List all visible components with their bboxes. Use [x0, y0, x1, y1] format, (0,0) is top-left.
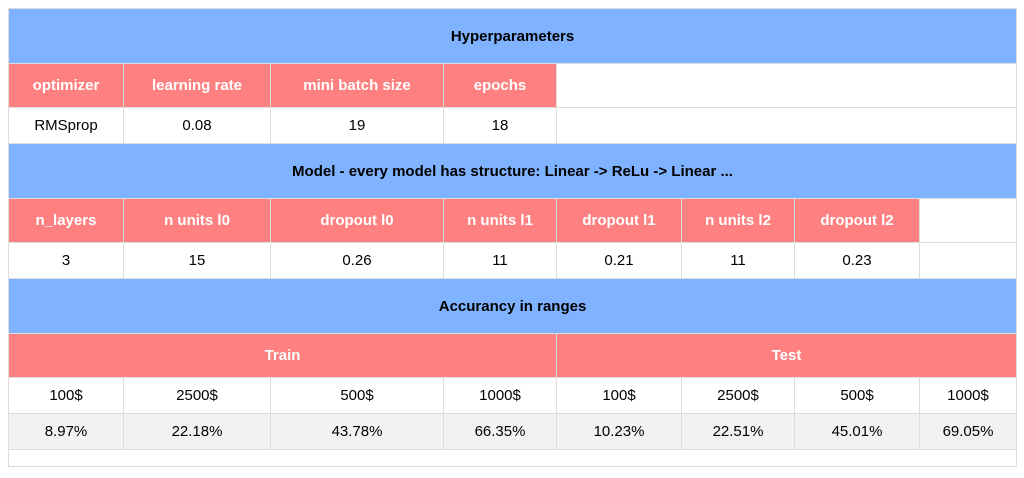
header-n-layers: n_layers	[8, 198, 124, 243]
value-epochs: 18	[443, 107, 557, 144]
header-epochs: epochs	[443, 63, 557, 108]
header-n-units-l1: n units l1	[443, 198, 557, 243]
header-n-units-l2: n units l2	[681, 198, 795, 243]
accuracy-cell: 8.97%	[8, 413, 124, 450]
empty-cell	[918, 198, 1018, 243]
value-n-layers: 3	[8, 242, 124, 279]
hyperparameters-section-row: Hyperparameters	[7, 8, 1018, 64]
header-train: Train	[8, 333, 557, 378]
accuracy-cell: 45.01%	[794, 413, 920, 450]
model-section-row: Model - every model has structure: Linea…	[7, 143, 1018, 199]
accuracy-group-row: Train Test	[8, 333, 1018, 378]
accuracy-title: Accurancy in ranges	[7, 278, 1018, 334]
value-n-units-l1: 11	[443, 242, 557, 279]
range-cell: 100$	[556, 377, 682, 414]
empty-cell	[555, 63, 1018, 108]
accuracy-cell: 22.18%	[123, 413, 271, 450]
empty-cell	[555, 107, 1018, 144]
blank-cell	[7, 449, 1018, 467]
accuracy-range-row: 100$ 2500$ 500$ 1000$ 100$ 2500$ 500$ 10…	[8, 377, 1018, 414]
model-title: Model - every model has structure: Linea…	[7, 143, 1018, 199]
value-dropout-l0: 0.26	[270, 242, 444, 279]
accuracy-cell: 66.35%	[443, 413, 557, 450]
range-cell: 2500$	[681, 377, 795, 414]
header-dropout-l1: dropout l1	[556, 198, 682, 243]
value-learning-rate: 0.08	[123, 107, 271, 144]
value-n-units-l2: 11	[681, 242, 795, 279]
value-dropout-l2: 0.23	[794, 242, 920, 279]
range-cell: 100$	[8, 377, 124, 414]
hyperparameters-title: Hyperparameters	[7, 8, 1018, 64]
hyperparameters-value-row: RMSprop 0.08 19 18	[8, 107, 1018, 144]
model-value-row: 3 15 0.26 11 0.21 11 0.23	[8, 242, 1018, 279]
model-header-row: n_layers n units l0 dropout l0 n units l…	[8, 198, 1018, 243]
header-dropout-l2: dropout l2	[794, 198, 920, 243]
accuracy-cell: 43.78%	[270, 413, 444, 450]
header-mini-batch-size: mini batch size	[270, 63, 444, 108]
results-table: Hyperparameters optimizer learning rate …	[7, 8, 1018, 467]
range-cell: 1000$	[443, 377, 557, 414]
header-learning-rate: learning rate	[123, 63, 271, 108]
accuracy-cell: 10.23%	[556, 413, 682, 450]
blank-row	[7, 449, 1018, 467]
value-dropout-l1: 0.21	[556, 242, 682, 279]
header-n-units-l0: n units l0	[123, 198, 271, 243]
range-cell: 1000$	[918, 377, 1018, 414]
value-optimizer: RMSprop	[8, 107, 124, 144]
accuracy-cell: 22.51%	[681, 413, 795, 450]
accuracy-section-row: Accurancy in ranges	[7, 278, 1018, 334]
header-test: Test	[555, 333, 1018, 378]
value-mini-batch-size: 19	[270, 107, 444, 144]
empty-cell	[918, 242, 1018, 279]
range-cell: 500$	[794, 377, 920, 414]
range-cell: 500$	[270, 377, 444, 414]
accuracy-value-row: 8.97% 22.18% 43.78% 66.35% 10.23% 22.51%…	[8, 413, 1018, 450]
hyperparameters-header-row: optimizer learning rate mini batch size …	[8, 63, 1018, 108]
value-n-units-l0: 15	[123, 242, 271, 279]
accuracy-cell: 69.05%	[918, 413, 1018, 450]
header-optimizer: optimizer	[8, 63, 124, 108]
range-cell: 2500$	[123, 377, 271, 414]
header-dropout-l0: dropout l0	[270, 198, 444, 243]
